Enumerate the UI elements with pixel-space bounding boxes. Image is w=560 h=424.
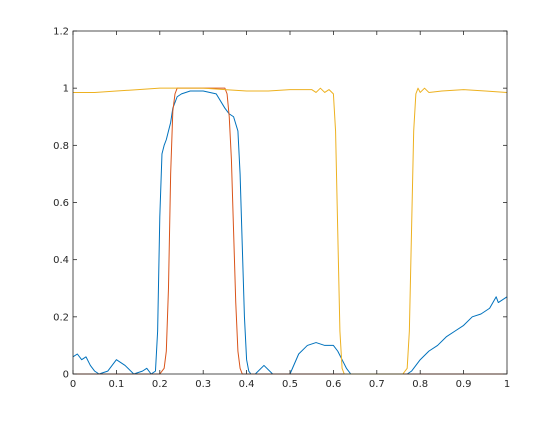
x-tick-label: 0.1 [108,379,124,390]
x-tick-label: 0.2 [152,379,168,390]
series-line-3 [73,87,508,375]
y-tick-label: 0.2 [53,312,69,323]
series-layer [72,87,508,375]
x-axis: 0 0.1 0.2 0.3 0.4 0.5 0.6 0.7 0.8 0.9 1 [70,31,510,390]
plot-area [73,31,507,374]
x-tick-label: 1 [504,379,510,390]
series-line-2 [73,87,507,375]
x-tick-label: 0.8 [412,379,428,390]
y-tick-label: 0.4 [53,255,69,266]
x-tick-label: 0.6 [325,379,341,390]
x-tick-label: 0.9 [456,379,472,390]
y-tick-label: 1.2 [53,27,69,38]
x-tick-label: 0.5 [282,379,298,390]
x-tick-label: 0 [70,379,76,390]
x-tick-label: 0.4 [239,379,255,390]
y-tick-label: 1 [63,84,69,95]
x-tick-label: 0.3 [195,379,211,390]
series-line-1 [72,90,508,375]
y-axis: 0 0.2 0.4 0.6 0.8 1 1.2 [53,27,507,381]
y-tick-label: 0.6 [53,198,69,209]
y-tick-label: 0.8 [53,141,69,152]
x-tick-label: 0.7 [369,379,385,390]
y-tick-label: 0 [63,370,69,381]
